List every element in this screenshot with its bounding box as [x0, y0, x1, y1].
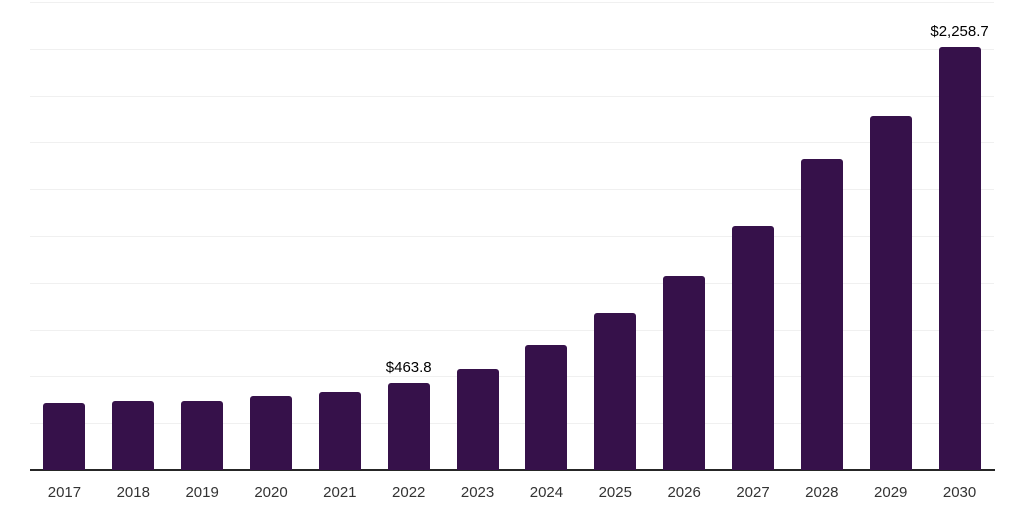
x-tick-2022: 2022 — [392, 484, 426, 501]
bar-2019 — [181, 400, 224, 470]
gridline-250 — [30, 423, 994, 424]
bar-2028 — [800, 159, 843, 470]
gridline-1250 — [30, 236, 994, 237]
gridline-1000 — [30, 283, 994, 284]
bar-2029 — [869, 115, 912, 470]
gridline-500 — [30, 376, 994, 377]
x-axis-line — [30, 469, 995, 471]
x-tick-2027: 2027 — [736, 484, 770, 501]
x-tick-2025: 2025 — [598, 484, 632, 501]
x-tick-2021: 2021 — [323, 484, 357, 501]
x-tick-2030: 2030 — [942, 484, 977, 501]
bar-2027 — [732, 225, 774, 470]
x-tick-2017: 2017 — [47, 484, 82, 501]
x-tick-2026: 2026 — [667, 484, 701, 501]
bar-2018 — [112, 401, 155, 470]
gridline-1750 — [30, 142, 994, 143]
gridline-750 — [30, 330, 994, 331]
bar-2021 — [318, 391, 361, 470]
bar-2025 — [594, 313, 637, 470]
x-tick-2020: 2020 — [254, 484, 288, 501]
gridline-2250 — [30, 49, 994, 50]
x-tick-2019: 2019 — [185, 484, 219, 501]
gridline-2500 — [30, 2, 994, 3]
value-label-2022: $463.8 — [385, 359, 432, 377]
bar-2017 — [43, 402, 86, 470]
x-tick-2029: 2029 — [874, 484, 908, 501]
gridline-2000 — [30, 96, 994, 97]
bar-2026 — [663, 276, 706, 470]
bar-2024 — [525, 345, 568, 470]
bar-2022 — [387, 383, 430, 470]
gridline-1500 — [30, 189, 994, 190]
x-tick-2018: 2018 — [116, 484, 150, 501]
bar-2030 — [938, 47, 981, 470]
x-tick-2023: 2023 — [460, 484, 495, 501]
x-tick-2024: 2024 — [529, 484, 564, 501]
x-tick-2028: 2028 — [805, 484, 839, 501]
value-label-2030: $2,258.7 — [930, 23, 989, 41]
bar-2020 — [250, 396, 292, 470]
bar-2023 — [456, 368, 499, 470]
